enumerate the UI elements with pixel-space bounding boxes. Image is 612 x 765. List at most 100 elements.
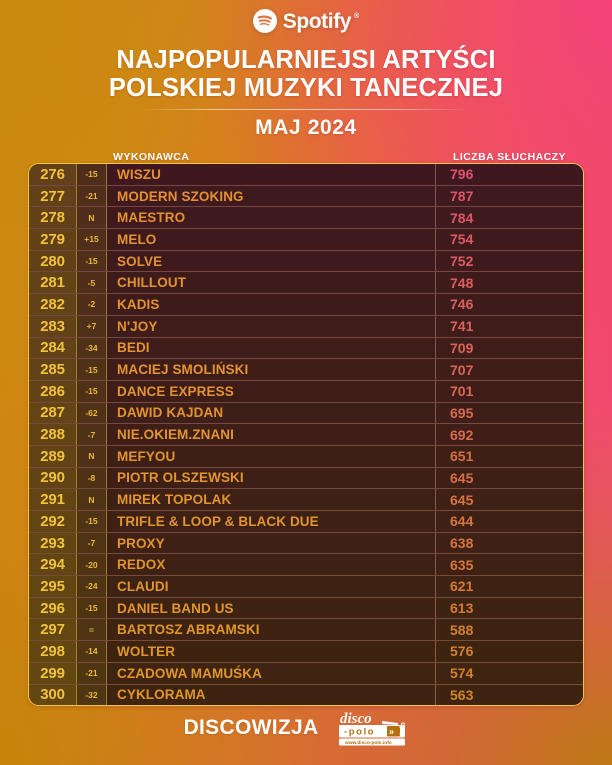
cell-position-change: N (77, 207, 107, 229)
cell-listeners-count: 576 (435, 641, 583, 662)
cell-rank: 282 (29, 294, 77, 315)
table-row: 299 -21 CZADOWA MAMUŚKA 574 (29, 662, 583, 685)
column-headers: WYKONAWCA LICZBA SŁUCHACZY (0, 151, 612, 177)
cell-rank: 279 (29, 229, 77, 250)
cell-rank: 276 (29, 164, 77, 185)
table-row: 297 = BARTOSZ ABRAMSKI 588 (29, 619, 583, 642)
cell-listeners-count: 748 (435, 272, 583, 294)
cell-rank: 284 (29, 337, 77, 359)
cell-position-change: -7 (77, 532, 107, 554)
table-row: 286 -15 DANCE EXPRESS 701 (29, 380, 583, 403)
cell-rank: 296 (29, 597, 77, 619)
cell-listeners-count: 621 (435, 576, 583, 597)
spotify-logo-icon (252, 9, 277, 33)
cell-position-change: N (77, 489, 107, 510)
cell-listeners-count: 692 (435, 424, 583, 445)
table-row: 279 +15 MELO 754 (29, 229, 583, 251)
table-row: 285 -15 MACIEJ SMOLIŃSKI 707 (29, 359, 583, 381)
cell-listeners-count: 613 (435, 597, 583, 619)
cell-rank: 287 (29, 402, 77, 424)
cell-listeners-count: 701 (435, 380, 583, 402)
disco-polo-logo-word-polo: -polo (344, 727, 375, 738)
table-row: 281 -5 CHILLOUT 748 (29, 272, 583, 295)
table-row: 277 -21 MODERN SZOKING 787 (29, 185, 583, 208)
cell-position-change: +15 (77, 229, 107, 250)
chart-table: 276 -15 WISZU 796 277 -21 MODERN SZOKING 787 278… (28, 163, 584, 706)
cell-listeners-count: 796 (435, 164, 583, 185)
cell-listeners-count: 638 (435, 532, 583, 554)
cell-position-change: +7 (77, 315, 107, 337)
cell-artist-name: DANIEL BAND US (117, 600, 234, 616)
cell-artist-name: WISZU (117, 166, 161, 182)
table-row: 288 -7 NIE.OKIEM.ZNANI 692 (29, 424, 583, 446)
cell-artist-name: DAWID KAJDAN (117, 405, 224, 421)
cell-artist-name: MAESTRO (117, 210, 186, 226)
cell-position-change: -21 (77, 662, 107, 684)
cell-position-change: -24 (77, 576, 107, 597)
table-row: 276 -15 WISZU 796 (29, 164, 583, 186)
cell-listeners-count: 635 (435, 554, 583, 576)
cell-rank: 289 (29, 445, 77, 467)
spotify-wordmark: Spotify (282, 9, 352, 33)
table-row: 284 -34 BEDI 709 (29, 337, 583, 360)
footer: DISCOWIZJA disco -polo » .info www.disco… (0, 708, 612, 748)
cell-position-change: -21 (77, 185, 107, 207)
cell-position-change: = (77, 619, 107, 641)
cell-rank: 291 (29, 489, 77, 510)
title-line-2: POLSKIEJ MUZYKI TANECZNEJ (108, 74, 504, 103)
column-header-listeners: LICZBA SŁUCHACZY (453, 151, 566, 164)
svg-text:»: » (389, 726, 394, 736)
cell-rank: 295 (29, 576, 77, 597)
chart-table-body: 276 -15 WISZU 796 277 -21 MODERN SZOKING 787 278… (29, 164, 583, 705)
cell-rank: 292 (29, 511, 77, 532)
cell-rank: 281 (29, 272, 77, 294)
cell-rank: 280 (29, 250, 77, 272)
footer-brand-discowizja: DISCOWIZJA (183, 716, 319, 739)
cell-position-change: -15 (77, 250, 107, 272)
cell-rank: 286 (29, 380, 77, 402)
cell-artist-name: KADIS (117, 296, 160, 312)
cell-rank: 297 (29, 619, 77, 641)
cell-artist-name: PROXY (117, 535, 165, 551)
table-row: 280 -15 SOLVE 752 (29, 250, 583, 273)
cell-position-change: -2 (77, 294, 107, 315)
cell-listeners-count: 784 (435, 207, 583, 229)
disco-polo-logo-url: www.disco-polo.info (344, 740, 392, 746)
cell-rank: 290 (29, 467, 77, 489)
cell-rank: 288 (29, 424, 77, 445)
cell-artist-name: MIREK TOPOLAK (117, 492, 232, 508)
cell-rank: 283 (29, 315, 77, 337)
table-row: 293 -7 PROXY 638 (29, 532, 583, 555)
cell-artist-name: TRIFLE & LOOP & BLACK DUE (117, 513, 319, 529)
table-row: 292 -15 TRIFLE & LOOP & BLACK DUE 644 (29, 511, 583, 533)
cell-artist-name: CHILLOUT (117, 275, 187, 291)
cell-listeners-count: 707 (435, 359, 583, 380)
spotify-logo: Spotify ® (252, 9, 359, 33)
cell-artist-name: SOLVE (117, 253, 163, 269)
cell-listeners-count: 709 (435, 337, 583, 359)
table-row: 278 N MAESTRO 784 (29, 207, 583, 230)
table-row: 289 N MEFYOU 651 (29, 445, 583, 468)
cell-listeners-count: 588 (435, 619, 583, 641)
cell-rank: 299 (29, 662, 77, 684)
column-header-artist: WYKONAWCA (113, 151, 190, 164)
cell-position-change: N (77, 445, 107, 467)
title-divider (141, 109, 471, 111)
table-row: 282 -2 KADIS 746 (29, 294, 583, 316)
cell-listeners-count: 645 (435, 489, 583, 510)
cell-rank: 294 (29, 554, 77, 576)
cell-artist-name: CZADOWA MAMUŚKA (117, 665, 262, 681)
table-row: 295 -24 CLAUDI 621 (29, 576, 583, 598)
disco-polo-logo: disco -polo » .info www.disco-polo.info (336, 708, 428, 748)
cell-listeners-count: 563 (435, 684, 583, 705)
cell-rank: 278 (29, 207, 77, 229)
table-row: 283 +7 N'JOY 741 (29, 315, 583, 338)
title-block: NAJPOPULARNIEJSI ARTYŚCI POLSKIEJ MUZYKI… (0, 46, 612, 102)
cell-listeners-count: 746 (435, 294, 583, 315)
disco-polo-logo-tld: .info (400, 722, 407, 737)
cell-listeners-count: 787 (435, 185, 583, 207)
cell-rank: 285 (29, 359, 77, 380)
cell-position-change: -5 (77, 272, 107, 294)
cell-position-change: -15 (77, 597, 107, 619)
